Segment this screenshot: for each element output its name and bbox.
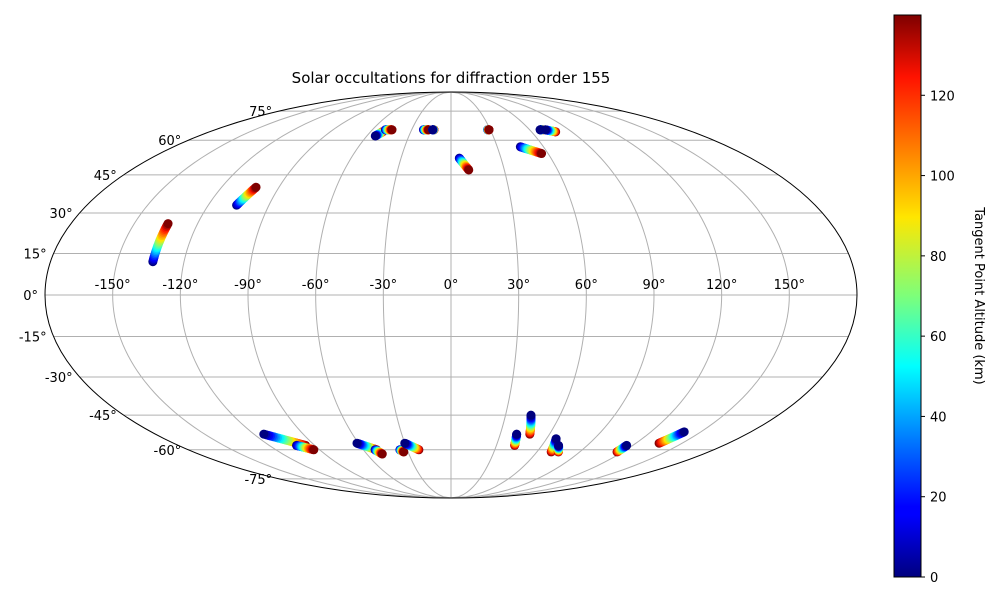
occultation-point <box>512 429 522 439</box>
longitude-tick-labels: -150° -120° -90° -60° -30° 0° 30° 60° 90° 120° 150… <box>95 278 805 293</box>
occultation-point <box>163 219 173 229</box>
colorbar-tick-label: 60 <box>930 330 947 345</box>
occultation-point <box>537 149 547 159</box>
occultation-point <box>428 125 438 135</box>
latitude-tick-label: -60° <box>154 444 182 459</box>
occultation-point <box>679 427 689 437</box>
latitude-tick-label: 75° <box>249 105 272 120</box>
map-grid <box>45 92 857 498</box>
latitude-tick-label: 0° <box>23 289 38 304</box>
longitude-tick-label: 120° <box>706 278 737 293</box>
latitude-tick-labels: 75° 60° 45° 30° 15° 0° -15° -30° -45° -60° -75° <box>19 105 272 488</box>
occultation-point <box>622 440 632 450</box>
colorbar-tick-label: 20 <box>930 491 947 506</box>
colorbar-tick-label: 100 <box>930 170 955 185</box>
latitude-tick-label: 15° <box>24 247 47 262</box>
longitude-tick-label: 60° <box>575 278 598 293</box>
occultation-point <box>400 438 410 448</box>
longitude-tick-label: 0° <box>444 278 459 293</box>
colorbar: 0 20 40 60 80 100 120 Tangent Point Altitude (… <box>893 14 986 586</box>
latitude-tick-label: -30° <box>45 371 73 386</box>
occultation-point <box>387 125 397 135</box>
latitude-tick-label: 45° <box>94 169 117 184</box>
longitude-tick-label: 30° <box>507 278 530 293</box>
longitude-tick-label: -30° <box>369 278 397 293</box>
occultation-point <box>464 165 474 175</box>
longitude-tick-label: -150° <box>95 278 131 293</box>
colorbar-tick-label: 0 <box>930 571 938 586</box>
colorbar-ticks: 0 20 40 60 80 100 120 <box>921 89 955 586</box>
occultation-point <box>370 131 380 141</box>
latitude-tick-label: 60° <box>158 134 181 149</box>
occultation-point <box>352 438 362 448</box>
latitude-tick-label: -45° <box>89 409 117 424</box>
colorbar-label: Tangent Point Altitude (km) <box>971 206 986 384</box>
colorbar-tick-label: 40 <box>930 410 947 425</box>
occultation-point <box>259 429 269 439</box>
chart-title: Solar occultations for diffraction order… <box>292 69 611 87</box>
occultation-point <box>377 449 387 459</box>
longitude-tick-label: -90° <box>234 278 262 293</box>
longitude-tick-label: 150° <box>774 278 805 293</box>
occultation-point <box>484 125 494 135</box>
map-boundary <box>44 91 858 499</box>
occultation-point <box>309 445 319 455</box>
occultation-point <box>399 447 409 457</box>
latitude-tick-label: -75° <box>244 473 272 488</box>
latitude-tick-label: 30° <box>50 207 73 222</box>
longitude-tick-label: -60° <box>302 278 330 293</box>
occultation-point <box>540 125 550 135</box>
colorbar-tick-label: 120 <box>930 89 955 104</box>
occultation-point <box>251 182 261 192</box>
longitude-tick-label: 90° <box>642 278 665 293</box>
latitude-tick-label: -15° <box>19 331 47 346</box>
colorbar-tick-label: 80 <box>930 250 947 265</box>
longitude-tick-label: -120° <box>162 278 198 293</box>
occultation-point <box>526 410 536 420</box>
occultation-point <box>554 440 564 450</box>
occultation-points <box>148 125 689 459</box>
colorbar-gradient <box>893 14 922 578</box>
